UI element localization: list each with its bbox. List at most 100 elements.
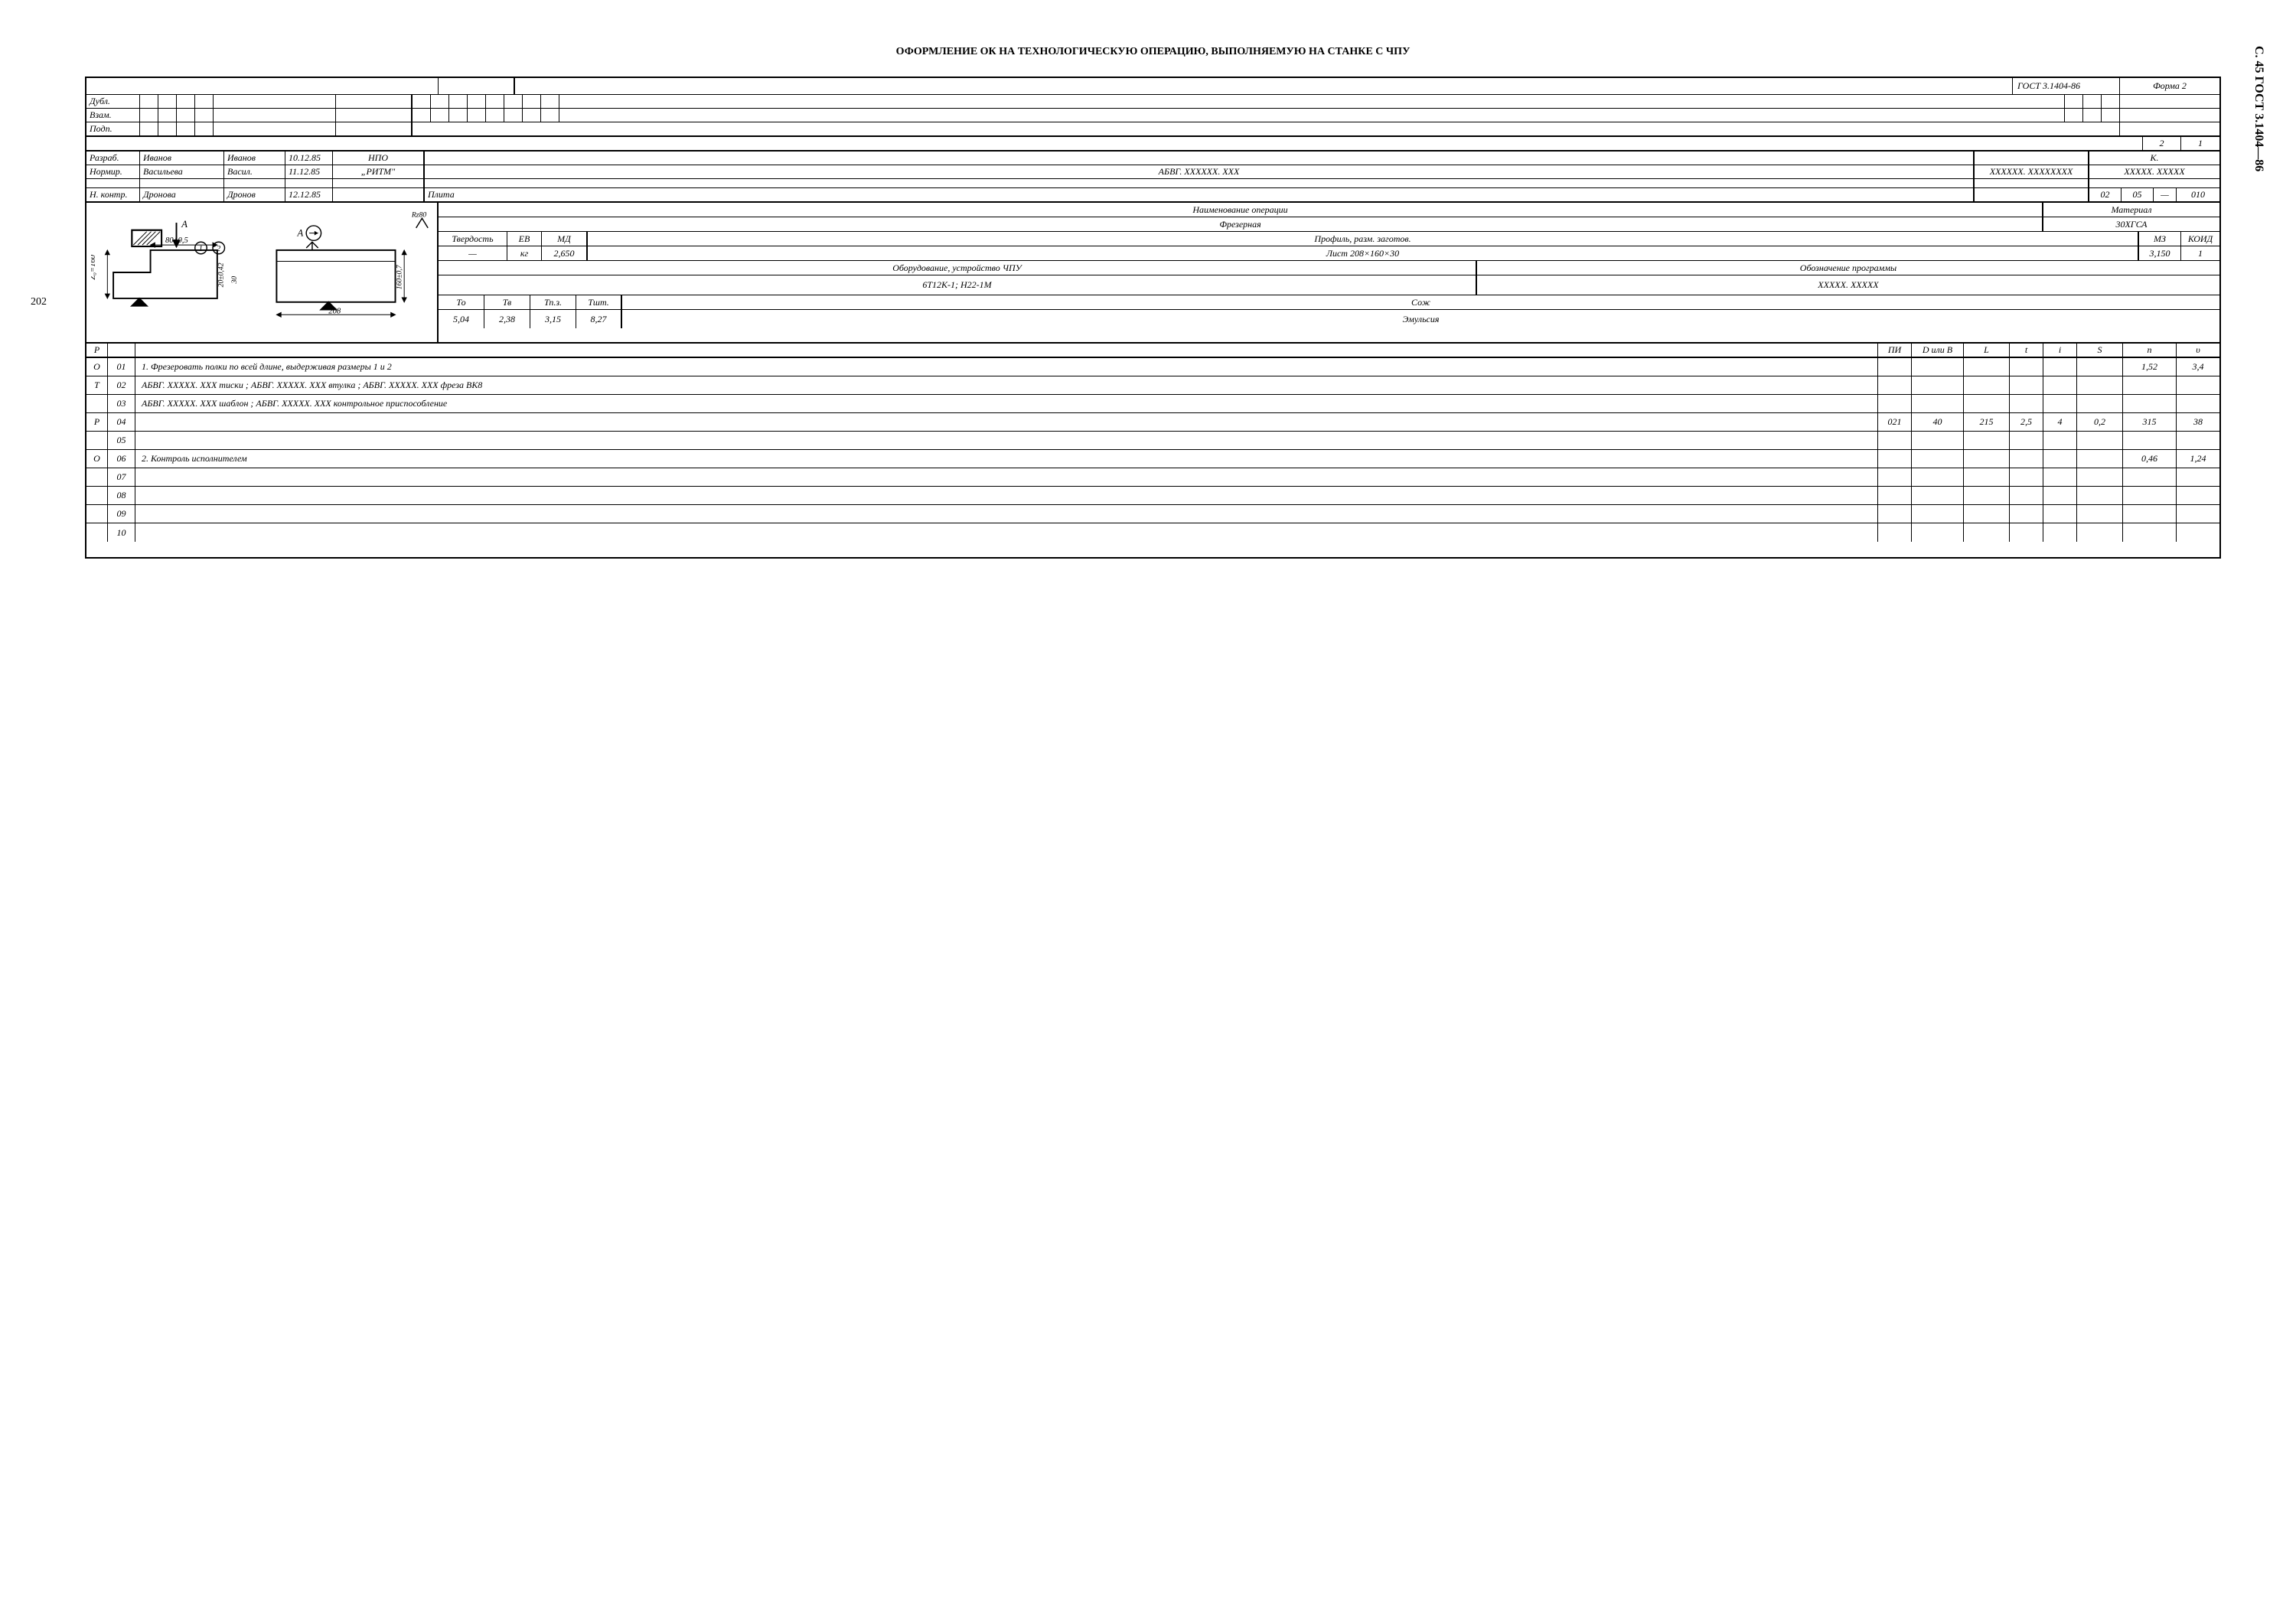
op-n bbox=[2123, 395, 2177, 412]
op-pi bbox=[1878, 468, 1912, 486]
op-code bbox=[86, 505, 108, 523]
to-lbl: То bbox=[439, 295, 484, 309]
hdr-pi: ПИ bbox=[1878, 344, 1912, 357]
md-val: 2,650 bbox=[542, 246, 588, 260]
profil-lbl: Профиль, разм. заготов. bbox=[588, 232, 2139, 246]
op-t bbox=[2010, 468, 2043, 486]
op-n bbox=[2123, 505, 2177, 523]
row-dubl: Дубл. bbox=[86, 95, 2219, 109]
mz-val: 3,150 bbox=[2139, 246, 2181, 260]
prog-lbl: Обозначение программы bbox=[1477, 261, 2219, 275]
tsht-lbl: Тшт. bbox=[576, 295, 622, 309]
form-card: ГОСТ 3.1404-86 Форма 2 Дубл. Взам. bbox=[85, 77, 2221, 559]
op-n bbox=[2123, 432, 2177, 449]
op-t bbox=[2010, 358, 2043, 376]
seq-a: 02 bbox=[2089, 188, 2122, 201]
op-db bbox=[1912, 523, 1964, 542]
row-normir: Нормир. Васильева Васил. 11.12.85 „РИТМ"… bbox=[86, 165, 2219, 179]
op-text bbox=[135, 505, 1878, 523]
op-text bbox=[135, 487, 1878, 504]
op-l bbox=[1964, 487, 2010, 504]
hdr-db: D или В bbox=[1912, 344, 1964, 357]
hdr-t: t bbox=[2010, 344, 2043, 357]
op-num: 08 bbox=[108, 487, 135, 504]
op-pi bbox=[1878, 505, 1912, 523]
code-main-val: АБВГ. ХХХХХХ. ХХХ bbox=[425, 165, 1975, 178]
op-num: 09 bbox=[108, 505, 135, 523]
material-lbl: Материал bbox=[2043, 203, 2219, 217]
tverdost-val: — bbox=[439, 246, 507, 260]
op-t bbox=[2010, 487, 2043, 504]
op-n: 0,46 bbox=[2123, 450, 2177, 468]
row-trailing-blank bbox=[86, 542, 2219, 557]
seq-b: 05 bbox=[2122, 188, 2154, 201]
op-l bbox=[1964, 395, 2010, 412]
op-pi bbox=[1878, 523, 1912, 542]
rz-label: Rz80 bbox=[411, 210, 427, 219]
seq-c: 010 bbox=[2177, 188, 2219, 201]
mz-lbl: МЗ bbox=[2139, 232, 2181, 246]
op-i bbox=[2043, 468, 2077, 486]
op-row: Т02АБВГ. ХХХХХ. ХХХ тиски ; АБВГ. ХХХХХ.… bbox=[86, 376, 2219, 395]
dim-z: Z₀=160 bbox=[91, 254, 97, 279]
op-text: АБВГ. ХХХХХ. ХХХ шаблон ; АБВГ. ХХХХХ. Х… bbox=[135, 395, 1878, 412]
op-l: 215 bbox=[1964, 413, 2010, 431]
op-num: 04 bbox=[108, 413, 135, 431]
op-num: 06 bbox=[108, 450, 135, 468]
part-name: Плита bbox=[425, 188, 1975, 201]
op-text bbox=[135, 523, 1878, 542]
hdr-s: S bbox=[2077, 344, 2123, 357]
op-num: 01 bbox=[108, 358, 135, 376]
op-s bbox=[2077, 395, 2123, 412]
op-pi bbox=[1878, 450, 1912, 468]
op-code bbox=[86, 487, 108, 504]
equip-val: 6Т12К-1; Н22-1М bbox=[439, 275, 1477, 295]
op-code bbox=[86, 432, 108, 449]
hdr-n: n bbox=[2123, 344, 2177, 357]
material: 30ХГСА bbox=[2043, 217, 2219, 231]
ev-val: кг bbox=[507, 246, 542, 260]
op-l bbox=[1964, 358, 2010, 376]
side-label: С. 45 ГОСТ 3.1404—86 bbox=[2244, 46, 2265, 559]
nkontr-sign: Дронов bbox=[224, 188, 285, 201]
param-block: Наименование операции Материал Фрезерная… bbox=[439, 203, 2219, 342]
sozh-lbl: Сож bbox=[622, 295, 2219, 309]
doc-title: ОФОРМЛЕНИЕ ОК НА ТЕХНОЛОГИЧЕСКУЮ ОПЕРАЦИ… bbox=[85, 46, 2221, 58]
header-top-row: ГОСТ 3.1404-86 Форма 2 bbox=[86, 78, 2219, 95]
op-s bbox=[2077, 450, 2123, 468]
form-label: Форма 2 bbox=[2120, 78, 2219, 94]
op-num: 07 bbox=[108, 468, 135, 486]
op-u bbox=[2177, 468, 2219, 486]
op-code: Т bbox=[86, 376, 108, 394]
op-t: 2,5 bbox=[2010, 413, 2043, 431]
op-code: О bbox=[86, 358, 108, 376]
op-u bbox=[2177, 523, 2219, 542]
op-n: 1,52 bbox=[2123, 358, 2177, 376]
koid-lbl: КОИД bbox=[2181, 232, 2219, 246]
org-line1: НПО bbox=[333, 152, 425, 165]
op-u bbox=[2177, 376, 2219, 394]
op-s bbox=[2077, 523, 2123, 542]
dim-80: 80±0,5 bbox=[165, 236, 188, 245]
op-i bbox=[2043, 487, 2077, 504]
normir-date: 11.12.85 bbox=[285, 165, 333, 178]
op-num: 05 bbox=[108, 432, 135, 449]
drawing-param-row: А 80±0,5 1 2 Z₀=160 bbox=[86, 203, 2219, 344]
op-db: 40 bbox=[1912, 413, 1964, 431]
op-pi bbox=[1878, 395, 1912, 412]
sozh-val: Эмульсия bbox=[622, 310, 2219, 328]
op-s bbox=[2077, 487, 2123, 504]
hdr-l: L bbox=[1964, 344, 2010, 357]
ops-container: О011. Фрезеровать полки по всей длине, в… bbox=[86, 358, 2219, 542]
op-t bbox=[2010, 505, 2043, 523]
op-code: О bbox=[86, 450, 108, 468]
op-num: 03 bbox=[108, 395, 135, 412]
page-number-left: 202 bbox=[31, 296, 62, 308]
op-n bbox=[2123, 468, 2177, 486]
k-val: ХХХХХ. ХХХХХ bbox=[2089, 165, 2219, 178]
op-text bbox=[135, 468, 1878, 486]
op-row: 10 bbox=[86, 523, 2219, 542]
normir-sign: Васил. bbox=[224, 165, 285, 178]
lbl-podp: Подп. bbox=[86, 122, 140, 135]
lbl-nkontr: Н. контр. bbox=[86, 188, 140, 201]
